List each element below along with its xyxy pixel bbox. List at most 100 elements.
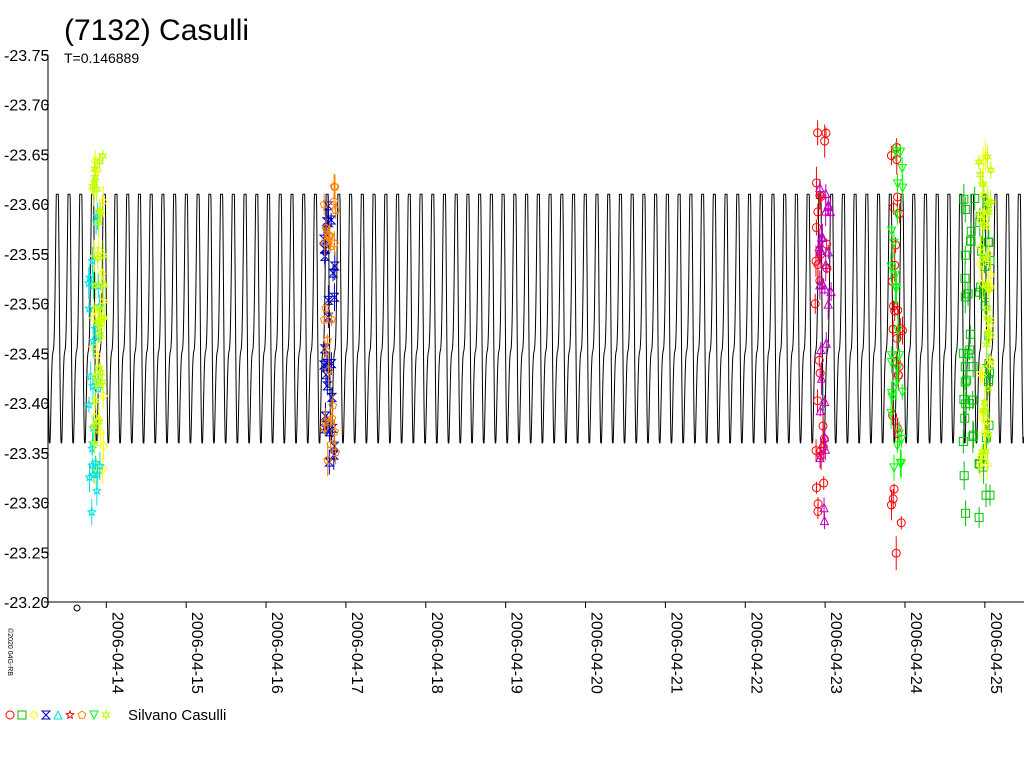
data-point-circle bbox=[889, 484, 899, 494]
chart-title: (7132) Casulli bbox=[64, 14, 249, 47]
data-point-star6 bbox=[93, 217, 104, 229]
data-point-diamond bbox=[98, 391, 109, 401]
x-tick-label: 2006-04-17 bbox=[348, 612, 365, 694]
data-point-hourglass bbox=[329, 261, 340, 271]
x-tick-label: 2006-04-20 bbox=[588, 612, 605, 694]
data-point-triangle bbox=[819, 502, 829, 513]
data-point-star6 bbox=[93, 378, 103, 390]
data-point-triangle-down bbox=[886, 408, 896, 419]
data-point-diamond bbox=[982, 416, 992, 426]
data-point-star bbox=[83, 399, 94, 409]
data-point-hourglass bbox=[320, 370, 332, 380]
data-point-triangle-down bbox=[897, 164, 908, 174]
data-point-square bbox=[959, 471, 969, 481]
data-point-circle bbox=[891, 240, 901, 250]
data-point-star6 bbox=[982, 302, 993, 314]
data-point-pentagon bbox=[327, 413, 337, 423]
data-point-pentagon bbox=[331, 205, 341, 214]
x-tick-label: 2006-04-19 bbox=[508, 612, 525, 694]
data-point-pentagon bbox=[331, 447, 340, 457]
data-point-diamond bbox=[98, 441, 109, 451]
data-point-circle bbox=[811, 178, 821, 188]
data-point-star6 bbox=[89, 437, 100, 449]
data-point-triangle bbox=[826, 286, 836, 297]
data-point-diamond bbox=[89, 313, 99, 323]
data-point-triangle bbox=[819, 431, 830, 442]
data-point-triangle bbox=[820, 444, 831, 454]
data-point-triangle-down bbox=[896, 459, 907, 469]
model-curve-line bbox=[47, 193, 1024, 444]
data-point-pentagon bbox=[321, 346, 331, 355]
data-point-circle bbox=[811, 223, 821, 233]
data-point-star6 bbox=[91, 183, 102, 195]
x-tick-label: 2006-04-24 bbox=[907, 612, 924, 694]
data-point-triangle-down bbox=[887, 392, 897, 403]
data-point-triangle-down bbox=[890, 270, 901, 281]
data-point-square bbox=[966, 236, 976, 246]
data-point-triangle bbox=[823, 199, 834, 210]
data-point-star bbox=[93, 331, 104, 341]
data-point-square bbox=[960, 362, 970, 372]
data-point-star6 bbox=[974, 156, 984, 168]
data-point-star6 bbox=[983, 327, 993, 339]
data-point-star bbox=[90, 457, 101, 468]
data-point-pentagon bbox=[320, 417, 330, 426]
data-point-triangle-down bbox=[886, 388, 897, 399]
data-point-diamond bbox=[982, 460, 993, 470]
data-point-diamond bbox=[985, 355, 996, 366]
data-point-triangle bbox=[823, 246, 834, 257]
data-point-square bbox=[960, 250, 970, 260]
data-point-star6 bbox=[93, 416, 104, 428]
legend-label: Silvano Casulli bbox=[128, 707, 226, 724]
origin-marker bbox=[73, 604, 81, 612]
data-point-star6 bbox=[981, 339, 992, 351]
x-tick-label: 2006-04-21 bbox=[667, 612, 684, 694]
data-point-triangle bbox=[818, 279, 828, 289]
model-curve bbox=[47, 193, 1024, 444]
data-point-star6 bbox=[90, 279, 101, 291]
data-point-star bbox=[91, 485, 102, 495]
data-point-triangle-down bbox=[886, 351, 897, 361]
data-point-circle bbox=[888, 494, 898, 504]
data-point-square bbox=[958, 437, 968, 447]
data-point-pentagon bbox=[326, 417, 335, 426]
x-tick-label: 2006-04-15 bbox=[188, 612, 205, 694]
data-point-diamond bbox=[975, 460, 985, 470]
data-point-circle bbox=[895, 324, 905, 334]
data-point-pentagon bbox=[319, 199, 329, 209]
data-point-circle bbox=[821, 128, 831, 138]
data-point-pentagon bbox=[321, 303, 331, 313]
data-point-square bbox=[961, 399, 971, 409]
data-point-triangle-down bbox=[891, 379, 902, 389]
data-point-star bbox=[88, 469, 99, 480]
data-point-triangle bbox=[819, 515, 830, 526]
data-point-pentagon bbox=[319, 423, 329, 432]
data-point-star6 bbox=[95, 328, 105, 340]
data-point-triangle bbox=[816, 373, 827, 383]
data-point-star6 bbox=[101, 709, 111, 721]
data-point-hourglass bbox=[319, 251, 331, 261]
data-point-diamond bbox=[976, 452, 986, 462]
data-point-diamond bbox=[978, 156, 988, 166]
data-point-square bbox=[959, 394, 969, 404]
data-point-triangle-down bbox=[896, 434, 907, 445]
y-tick-label: -23.25 bbox=[4, 545, 49, 562]
data-point-circle bbox=[892, 333, 902, 343]
data-point-square bbox=[970, 193, 980, 203]
data-point-star6 bbox=[92, 252, 103, 264]
credit-text: ©2020 04G-RB bbox=[6, 628, 14, 676]
data-point-triangle bbox=[815, 452, 825, 463]
x-tick-label: 2006-04-14 bbox=[108, 612, 125, 694]
data-point-pentagon bbox=[330, 238, 339, 248]
legend-symbols bbox=[5, 709, 111, 721]
y-tick-label: -23.75 bbox=[4, 48, 49, 65]
data-point-circle bbox=[888, 324, 898, 334]
x-tick-label: 2006-04-23 bbox=[827, 612, 844, 694]
data-point-circle bbox=[886, 500, 896, 510]
data-point-triangle bbox=[821, 338, 832, 348]
data-point-square bbox=[960, 413, 970, 423]
data-point-star6 bbox=[94, 156, 105, 168]
data-point-triangle bbox=[815, 344, 826, 354]
data-point-diamond bbox=[986, 270, 996, 280]
